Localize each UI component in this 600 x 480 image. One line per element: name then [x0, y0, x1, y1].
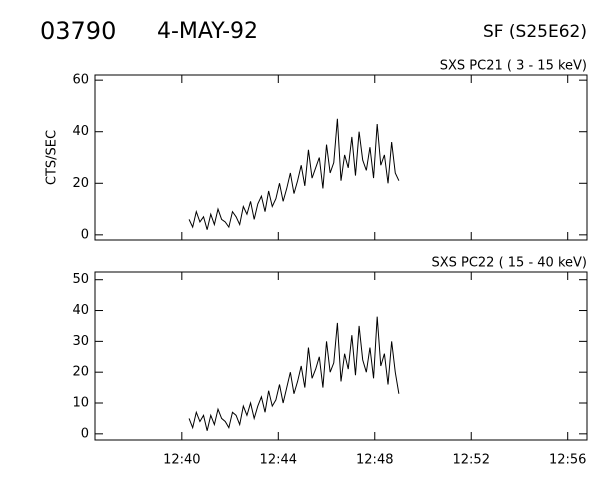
y-axis-label: CTS/SEC	[45, 130, 60, 185]
y-tick-label: 60	[72, 73, 89, 88]
x-tick-label: 12:44	[260, 453, 297, 468]
x-tick-label: 12:48	[356, 453, 393, 468]
plot-id: 03790	[40, 17, 116, 45]
y-tick-label: 20	[72, 365, 89, 380]
x-tick-label: 12:40	[163, 453, 200, 468]
plot-frame	[94, 74, 588, 241]
panel-title: SXS PC22 ( 15 - 40 keV)	[431, 256, 587, 271]
event: SF (S25E62)	[483, 22, 587, 42]
x-tick-label: 12:52	[453, 453, 490, 468]
y-tick-label: 40	[72, 124, 89, 139]
y-tick-label: 0	[81, 227, 89, 242]
plot-frame	[94, 271, 588, 441]
y-tick-label: 20	[72, 176, 89, 191]
data-line	[188, 118, 400, 230]
y-tick-label: 50	[72, 272, 89, 287]
y-tick-label: 40	[72, 303, 89, 318]
y-tick-label: 30	[72, 334, 89, 349]
date: 4-MAY-92	[157, 19, 258, 44]
y-tick-label: 10	[72, 396, 89, 411]
data-line	[188, 316, 400, 431]
y-tick-label: 0	[81, 426, 89, 441]
x-tick-label: 12:56	[549, 453, 586, 468]
panel-title: SXS PC21 ( 3 - 15 keV)	[440, 59, 587, 74]
